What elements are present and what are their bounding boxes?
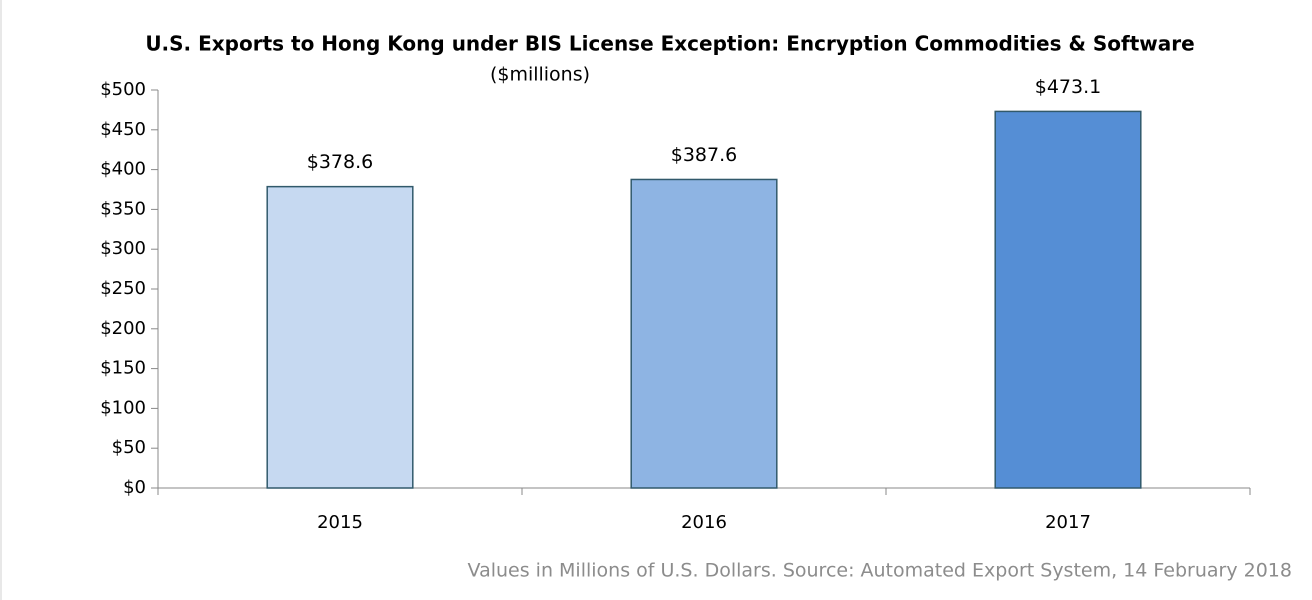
bar bbox=[630, 178, 778, 489]
y-tick-label: $150 bbox=[100, 358, 146, 379]
y-tick-label: $450 bbox=[100, 119, 146, 140]
y-tick-label: $300 bbox=[100, 238, 146, 259]
y-tick-label: $500 bbox=[100, 79, 146, 100]
y-tick-label: $400 bbox=[100, 159, 146, 180]
y-tick-label: $0 bbox=[123, 477, 146, 498]
y-tick-label: $250 bbox=[100, 278, 146, 299]
chart-title: U.S. Exports to Hong Kong under BIS Lice… bbox=[145, 32, 1194, 56]
y-tick-label: $200 bbox=[100, 318, 146, 339]
bar bbox=[994, 110, 1142, 489]
y-tick-label: $50 bbox=[112, 437, 146, 458]
x-tick-label: 2016 bbox=[681, 512, 727, 533]
chart-subtitle: ($millions) bbox=[490, 64, 590, 86]
bar bbox=[266, 185, 414, 489]
x-tick-label: 2015 bbox=[317, 512, 363, 533]
x-tick-label: 2017 bbox=[1045, 512, 1091, 533]
value-label: $378.6 bbox=[307, 151, 373, 173]
value-label: $473.1 bbox=[1035, 76, 1101, 98]
footnote: Values in Millions of U.S. Dollars. Sour… bbox=[468, 560, 1292, 582]
value-label: $387.6 bbox=[671, 144, 737, 166]
y-tick-label: $350 bbox=[100, 198, 146, 219]
y-tick-label: $100 bbox=[100, 397, 146, 418]
